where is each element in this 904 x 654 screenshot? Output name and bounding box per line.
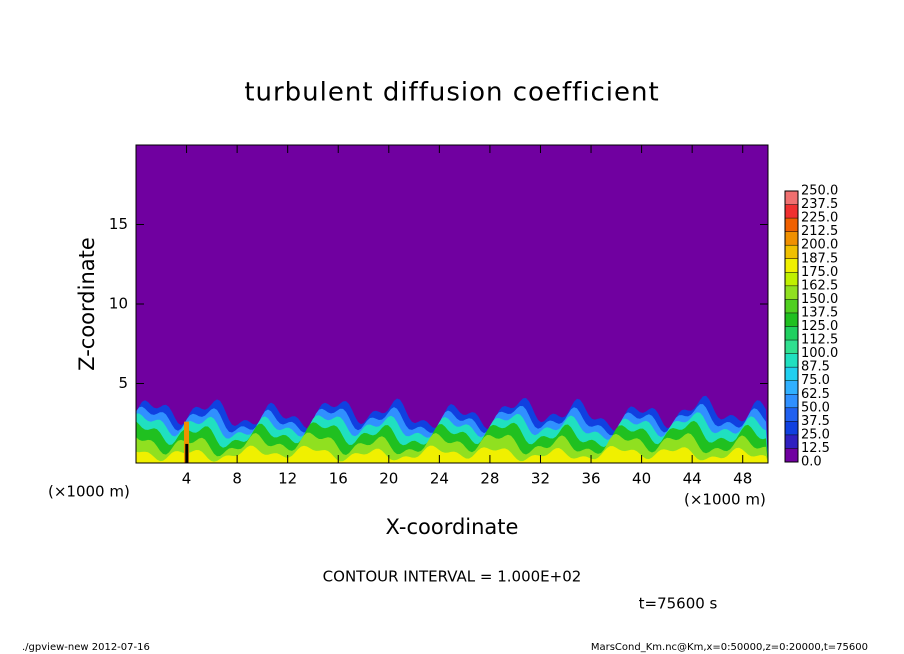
x-tick-label: 44 (683, 470, 702, 488)
colorbar-band (785, 380, 798, 395)
colorbar-label: 12.5 (801, 441, 830, 456)
colorbar-band (785, 394, 798, 408)
colorbar-band (785, 218, 798, 232)
x-tick-label: 4 (182, 470, 192, 488)
y-tick-label: 5 (118, 374, 128, 392)
colorbar-band (785, 312, 798, 327)
footer-left: ./gpview-new 2012-07-16 (22, 642, 150, 653)
x-tick-label: 8 (232, 470, 242, 488)
y-tick-label: 15 (109, 215, 128, 233)
colorbar-label: 237.5 (801, 197, 838, 212)
colorbar-band (785, 353, 798, 368)
field-plume (184, 421, 190, 463)
colorbar-label: 200.0 (801, 238, 838, 253)
colorbar-band (785, 299, 798, 313)
colorbar-label: 175.0 (801, 265, 838, 280)
chart-title: turbulent diffusion coefficient (244, 78, 659, 108)
x-tick-label: 12 (278, 470, 297, 488)
x-unit-left: (×1000 m) (48, 483, 130, 501)
colorbar-band (785, 204, 798, 219)
colorbar-band (785, 231, 798, 246)
colorbar-label: 75.0 (801, 373, 830, 388)
footer-right: MarsCond_Km.nc@Km,x=0:50000,z=0:20000,t=… (591, 642, 868, 653)
colorbar-band (785, 258, 798, 273)
contour-note: CONTOUR INTERVAL = 1.000E+02 (323, 568, 582, 586)
colorbar-label: 0.0 (801, 455, 822, 470)
colorbar-band (785, 191, 798, 205)
x-tick-label: 20 (379, 470, 398, 488)
x-tick-label: 28 (480, 470, 499, 488)
colorbar-label: 37.5 (801, 414, 830, 429)
colorbar-band (785, 340, 798, 354)
time-label: t=75600 s (639, 595, 718, 613)
colorbar-label: 87.5 (801, 360, 830, 375)
colorbar-label: 50.0 (801, 400, 830, 415)
colorbar-band (785, 285, 798, 300)
colorbar-band (785, 407, 798, 422)
colorbar-label: 250.0 (801, 184, 838, 199)
colorbar-label: 137.5 (801, 305, 838, 320)
x-tick-label: 24 (430, 470, 449, 488)
colorbar-label: 225.0 (801, 211, 838, 226)
x-tick-label: 36 (581, 470, 600, 488)
colorbar-band (785, 421, 798, 435)
colorbar-band (785, 434, 798, 449)
colorbar-band (785, 448, 798, 462)
x-tick-label: 40 (632, 470, 651, 488)
field-plume-core (185, 443, 189, 463)
colorbar-label: 150.0 (801, 292, 838, 307)
x-axis-label: X-coordinate (386, 515, 519, 539)
colorbar-band (785, 326, 798, 341)
colorbar-label: 162.5 (801, 278, 838, 293)
x-tick-label: 48 (733, 470, 752, 488)
colorbar-label: 100.0 (801, 346, 838, 361)
colorbar-label: 25.0 (801, 427, 830, 442)
y-tick-label: 10 (109, 295, 128, 313)
field-shading (136, 445, 768, 463)
colorbar-band (785, 272, 798, 286)
colorbar-label: 62.5 (801, 387, 830, 402)
colorbar-label: 187.5 (801, 251, 838, 266)
colorbar-label: 125.0 (801, 319, 838, 334)
colorbar-label: 212.5 (801, 224, 838, 239)
y-axis-label: Z-coordinate (75, 237, 99, 371)
colorbar-band (785, 367, 798, 381)
x-tick-label: 16 (329, 470, 348, 488)
x-tick-label: 32 (531, 470, 550, 488)
colorbar-label: 112.5 (801, 333, 838, 348)
colorbar-band (785, 245, 798, 259)
x-unit-right: (×1000 m) (684, 491, 766, 509)
